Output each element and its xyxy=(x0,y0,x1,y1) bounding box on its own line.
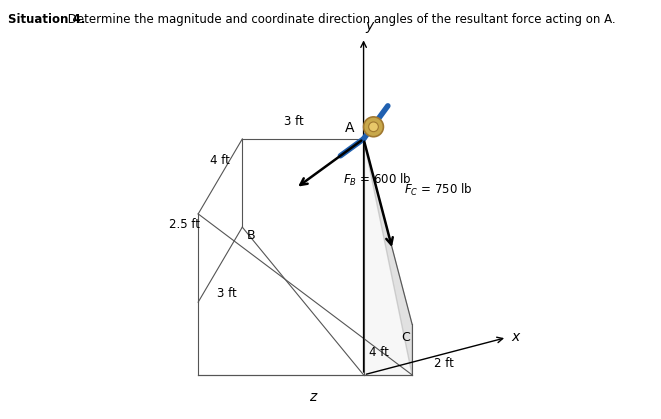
Text: Situation 4.: Situation 4. xyxy=(8,13,85,26)
Text: x: x xyxy=(512,331,520,344)
Text: 4 ft: 4 ft xyxy=(369,347,389,360)
Text: 2 ft: 2 ft xyxy=(434,357,454,370)
Text: $F_B$ = 600 lb: $F_B$ = 600 lb xyxy=(343,171,412,188)
Text: 3 ft: 3 ft xyxy=(217,287,237,300)
Text: y: y xyxy=(366,19,374,33)
Text: C: C xyxy=(401,331,410,344)
Text: 4 ft: 4 ft xyxy=(210,155,230,168)
Polygon shape xyxy=(364,139,412,375)
Text: Determine the magnitude and coordinate direction angles of the resultant force a: Determine the magnitude and coordinate d… xyxy=(64,13,616,26)
Text: z: z xyxy=(309,391,317,404)
Text: A: A xyxy=(345,121,355,134)
Text: $F_C$ = 750 lb: $F_C$ = 750 lb xyxy=(403,182,472,198)
Text: 3 ft: 3 ft xyxy=(284,115,304,128)
Text: B: B xyxy=(247,229,255,242)
Circle shape xyxy=(364,117,383,137)
Circle shape xyxy=(369,122,378,132)
Polygon shape xyxy=(364,139,412,375)
Text: 2.5 ft: 2.5 ft xyxy=(169,218,200,231)
